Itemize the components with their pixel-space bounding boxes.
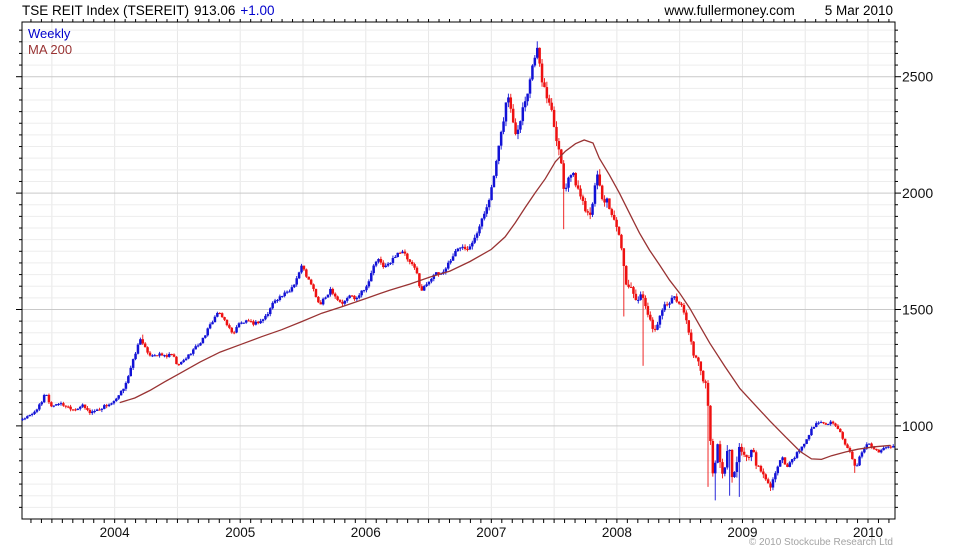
- svg-text:2008: 2008: [602, 525, 632, 540]
- svg-text:1000: 1000: [902, 418, 933, 434]
- chart-header: TSE REIT Index (TSEREIT) 913.06 +1.00: [22, 3, 275, 18]
- svg-text:2007: 2007: [476, 525, 506, 540]
- svg-text:2006: 2006: [351, 525, 381, 540]
- copyright-text: © 2010 Stockcube Research Ltd: [748, 537, 893, 548]
- price-change: +1.00: [240, 3, 275, 18]
- svg-text:1500: 1500: [902, 301, 933, 317]
- svg-text:2005: 2005: [225, 525, 255, 540]
- legend-weekly-label: Weekly: [28, 26, 71, 41]
- svg-text:2000: 2000: [902, 185, 933, 201]
- instrument-name: TSE REIT Index (TSEREIT): [22, 3, 190, 18]
- website-text: www.fullermoney.com: [664, 3, 795, 18]
- last-price: 913.06: [194, 3, 236, 18]
- svg-text:2500: 2500: [902, 69, 933, 85]
- legend-ma-label: MA 200: [28, 42, 73, 57]
- svg-text:2010: 2010: [853, 525, 883, 540]
- svg-text:2004: 2004: [100, 525, 131, 540]
- svg-text:2009: 2009: [727, 525, 757, 540]
- chart-header-right: www.fullermoney.com 5 Mar 2010: [664, 3, 893, 18]
- date-text: 5 Mar 2010: [824, 3, 893, 18]
